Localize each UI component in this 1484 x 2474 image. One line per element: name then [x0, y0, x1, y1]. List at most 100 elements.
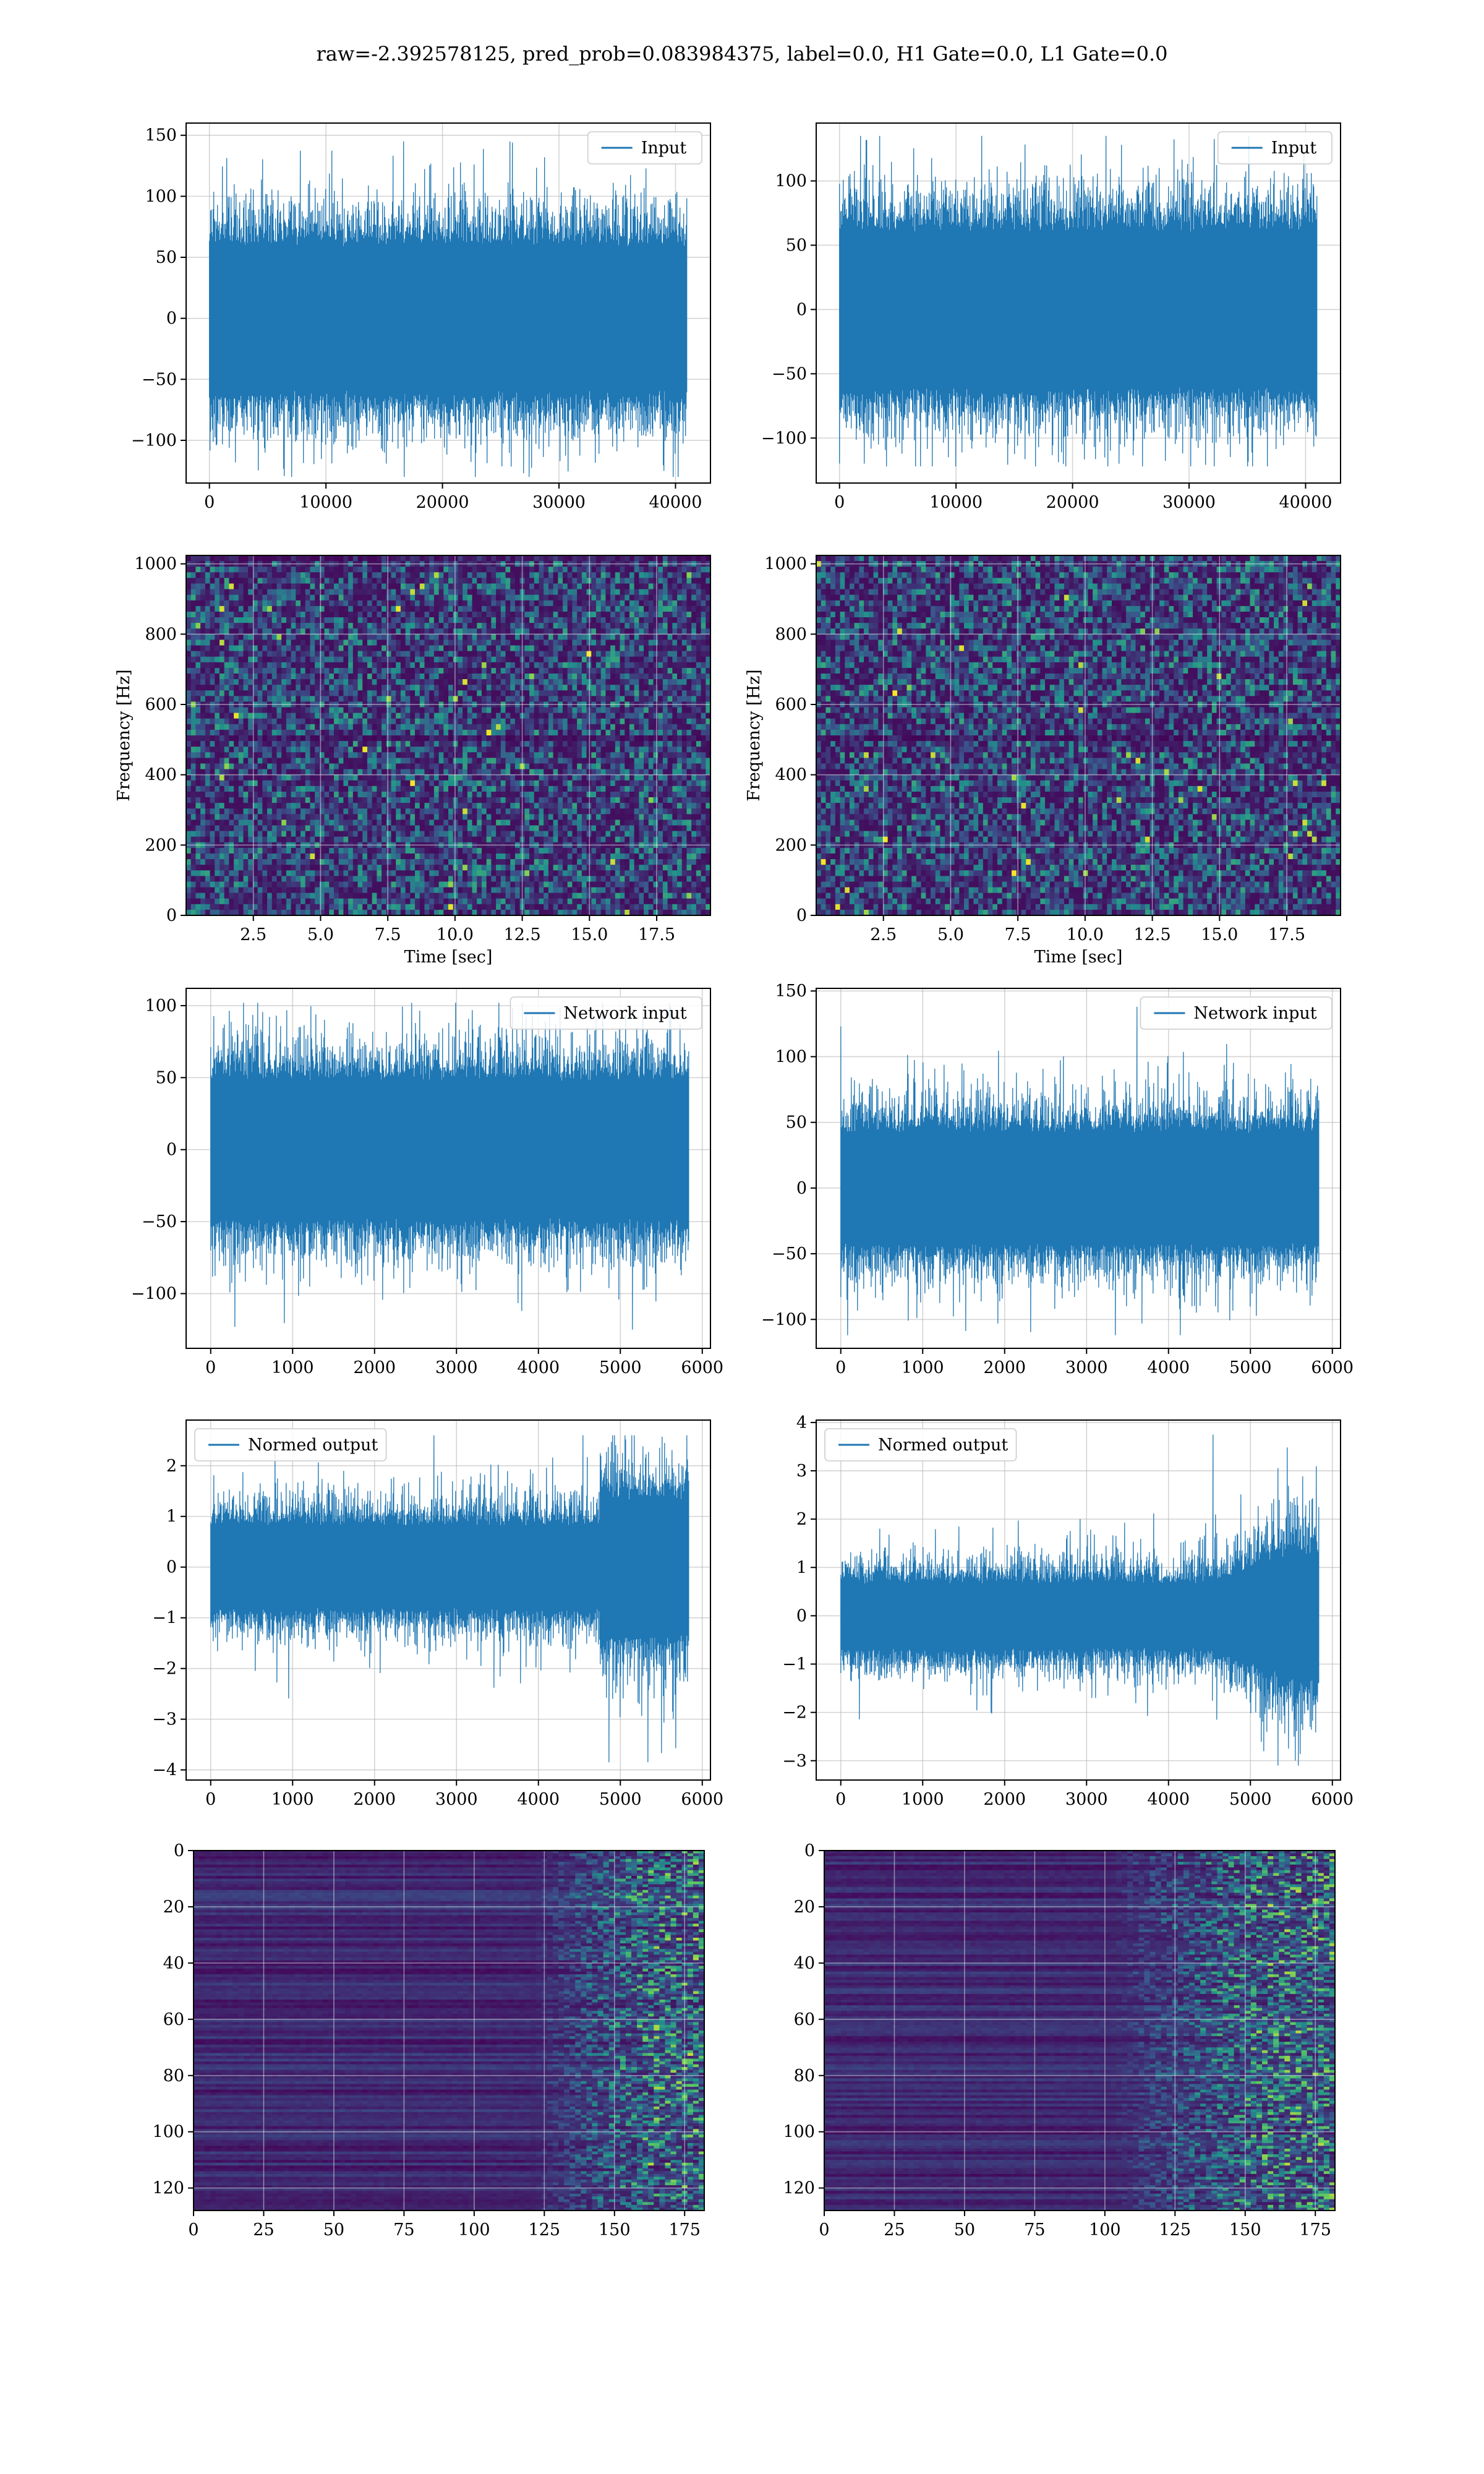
legend: Input	[1218, 132, 1332, 164]
heatmap-cell	[195, 775, 200, 781]
heatmap-cell	[453, 612, 458, 618]
heatmap-cell	[343, 769, 348, 776]
heatmap-cell	[410, 735, 415, 742]
heatmap-cell	[276, 589, 281, 596]
heatmap-cell	[239, 685, 244, 691]
heatmap-cell	[415, 696, 420, 702]
heatmap-cell	[377, 803, 382, 809]
heatmap-cell	[625, 797, 629, 803]
heatmap-cell	[544, 668, 548, 674]
heatmap-cell	[487, 617, 492, 623]
heatmap-cell	[644, 747, 649, 753]
heatmap-cell	[386, 724, 391, 730]
heatmap-cell	[458, 662, 463, 669]
heatmap-cell	[195, 696, 200, 702]
heatmap-cell	[410, 730, 415, 736]
heatmap-cell	[463, 769, 467, 776]
heatmap-cell	[329, 679, 334, 685]
heatmap-cell	[463, 589, 467, 596]
heatmap-cell	[577, 696, 582, 702]
heatmap-cell	[296, 595, 301, 601]
heatmap-cell	[406, 758, 411, 764]
heatmap-cell	[220, 724, 224, 730]
heatmap-cell	[410, 595, 415, 601]
heatmap-cell	[310, 674, 315, 680]
heatmap-cell	[625, 668, 629, 674]
heatmap-cell	[382, 595, 386, 601]
heatmap-cell	[620, 752, 625, 758]
heatmap-cell	[625, 769, 629, 776]
heatmap-cell	[472, 713, 477, 719]
heatmap-cell	[467, 741, 472, 747]
heatmap-cell	[553, 657, 558, 663]
heatmap-cell	[577, 640, 582, 646]
heatmap-cell	[420, 696, 425, 702]
heatmap-cell	[258, 623, 263, 629]
heatmap-cell	[596, 567, 601, 573]
heatmap-cell	[239, 758, 244, 764]
heatmap-cell	[453, 792, 458, 798]
heatmap-cell	[325, 696, 330, 702]
heatmap-cell	[305, 741, 310, 747]
x-tick-label: 0	[204, 493, 215, 512]
heatmap-cell	[605, 713, 610, 719]
heatmap-cell	[529, 668, 534, 674]
heatmap-cell	[415, 662, 420, 669]
heatmap-cell	[491, 735, 496, 742]
heatmap-cell	[325, 612, 330, 618]
heatmap-cell	[343, 792, 348, 798]
heatmap-cell	[491, 589, 496, 596]
heatmap-cell	[625, 724, 629, 730]
heatmap-cell	[229, 758, 234, 764]
heatmap-cell	[291, 797, 296, 803]
heatmap-cell	[534, 685, 539, 691]
heatmap-cell	[310, 668, 315, 674]
heatmap-cell	[195, 792, 200, 798]
heatmap-cell	[210, 555, 215, 562]
heatmap-cell	[329, 758, 334, 764]
heatmap-cell	[191, 617, 196, 623]
heatmap-cell	[563, 601, 568, 607]
heatmap-cell	[634, 763, 639, 769]
heatmap-cell	[572, 769, 577, 776]
heatmap-cell	[686, 662, 691, 669]
heatmap-cell	[248, 612, 253, 618]
heatmap-cell	[443, 713, 448, 719]
heatmap-cell	[634, 775, 639, 781]
heatmap-cell	[443, 567, 448, 573]
heatmap-cell	[548, 679, 553, 685]
heatmap-cell	[482, 803, 487, 809]
heatmap-cell	[220, 628, 224, 635]
heatmap-cell	[429, 567, 434, 573]
heatmap-cell	[401, 696, 406, 702]
heatmap-cell	[491, 747, 496, 753]
heatmap-cell	[367, 606, 372, 612]
heatmap-cell	[591, 601, 596, 607]
heatmap-cell	[205, 601, 210, 607]
heatmap-cell	[629, 589, 634, 596]
heatmap-cell	[348, 595, 353, 601]
heatmap-cell	[443, 786, 448, 792]
heatmap-cell	[244, 763, 249, 769]
heatmap-cell	[491, 646, 496, 652]
heatmap-cell	[262, 617, 267, 623]
heatmap-cell	[463, 662, 467, 669]
heatmap-cell	[234, 769, 239, 776]
heatmap-cell	[301, 668, 305, 674]
heatmap-cell	[415, 578, 420, 584]
heatmap-cell	[248, 786, 253, 792]
heatmap-cell	[548, 567, 553, 573]
heatmap-cell	[234, 668, 239, 674]
heatmap-cell	[539, 685, 544, 691]
heatmap-cell	[424, 735, 429, 742]
heatmap-cell	[686, 781, 691, 787]
heatmap-cell	[258, 775, 263, 781]
heatmap-cell	[477, 668, 482, 674]
heatmap-cell	[272, 640, 277, 646]
heatmap-cell	[272, 719, 277, 725]
heatmap-cell	[467, 567, 472, 573]
heatmap-cell	[529, 578, 534, 584]
heatmap-cell	[701, 634, 706, 640]
heatmap-cell	[281, 634, 286, 640]
